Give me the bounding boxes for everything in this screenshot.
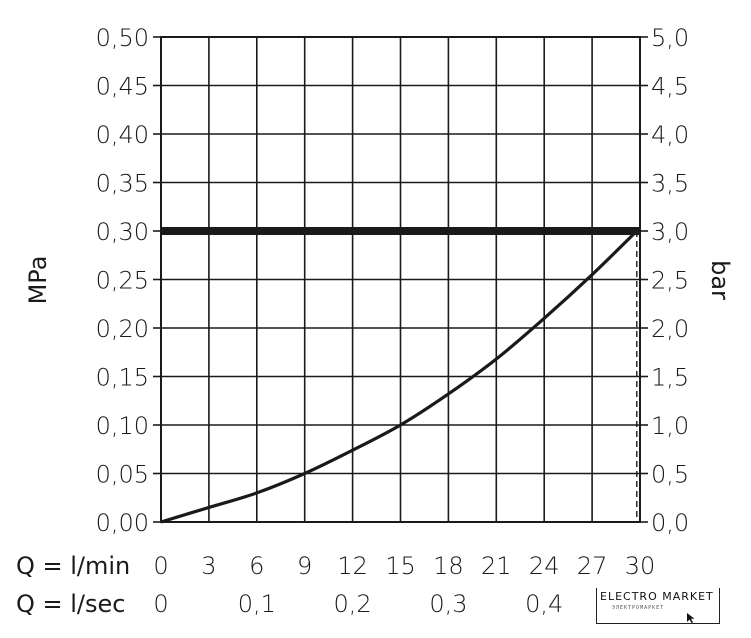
y-left-tick-label: 0,50	[96, 24, 149, 52]
x-lpm-tick-label: 15	[385, 552, 416, 580]
y-left-tick-label: 0,10	[96, 412, 149, 440]
x-lps-tick-labels: 0 0,1 0,2 0,3 0,4	[153, 590, 563, 618]
x-lpm-tick-label: 24	[529, 552, 560, 580]
logo-text: ELECTRO MARKET	[600, 590, 714, 603]
cursor-icon	[687, 613, 695, 623]
x-lps-tick-label: 0,4	[525, 590, 563, 618]
x-lpm-tick-label: 3	[201, 552, 216, 580]
y-left-tick-label: 0,35	[96, 170, 149, 198]
y-left-tick-label: 0,20	[96, 315, 149, 343]
x-lps-tick-label: 0,3	[429, 590, 467, 618]
y-right-tick-labels: 0,0 0,5 1,0 1,5 2,0 2,5 3,0 3,5 4,0 4,5 5,0	[651, 24, 689, 537]
electro-market-logo: ELECTRO MARKET ЭЛЕКТРОМАРКЕТ	[596, 576, 721, 626]
x-lps-tick-label: 0,1	[238, 590, 276, 618]
y-right-axis-title: bar	[706, 260, 734, 300]
y-right-tick-label: 5,0	[651, 24, 689, 52]
x-lpm-tick-label: 0	[153, 552, 168, 580]
y-left-axis-title: MPa	[24, 256, 52, 305]
x-lps-tick-label: 0	[153, 590, 168, 618]
x-lpm-tick-label: 18	[433, 552, 464, 580]
y-right-tick-label: 3,5	[651, 170, 689, 198]
logo-subtext: ЭЛЕКТРОМАРКЕТ	[612, 605, 665, 611]
x-lps-tick-label: 0,2	[334, 590, 372, 618]
x-lpm-tick-label: 27	[577, 552, 608, 580]
y-right-tick-label: 1,5	[651, 364, 689, 392]
y-right-tick-label: 4,0	[651, 121, 689, 149]
y-left-tick-label: 0,45	[96, 73, 149, 101]
y-left-tick-label: 0,40	[96, 121, 149, 149]
x-lpm-tick-label: 30	[625, 552, 656, 580]
y-right-tick-label: 3,0	[651, 218, 689, 246]
x-lpm-tick-label: 21	[481, 552, 512, 580]
y-right-tick-label: 4,5	[651, 73, 689, 101]
chart-grid	[153, 36, 648, 523]
x-label-lpm: Q = l/min	[16, 552, 130, 580]
x-lpm-tick-label: 6	[249, 552, 264, 580]
y-right-tick-label: 0,5	[651, 461, 689, 489]
y-left-tick-label: 0,00	[96, 509, 149, 537]
y-left-tick-label: 0,30	[96, 218, 149, 246]
x-lpm-tick-label: 12	[337, 552, 368, 580]
series-layer	[160, 229, 638, 524]
y-left-tick-labels: 0,00 0,05 0,10 0,15 0,20 0,25 0,30 0,35 0,40 0,45…	[96, 24, 149, 537]
y-right-tick-label: 0,0	[651, 509, 689, 537]
y-right-tick-label: 1,0	[651, 412, 689, 440]
y-left-tick-label: 0,25	[96, 267, 149, 295]
y-left-tick-label: 0,05	[96, 461, 149, 489]
x-label-lps: Q = l/sec	[16, 590, 125, 618]
plot-frame	[160, 36, 641, 523]
y-right-tick-label: 2,0	[651, 315, 689, 343]
y-right-tick-label: 2,5	[651, 267, 689, 295]
x-lpm-tick-label: 9	[297, 552, 312, 580]
logo-frame	[596, 588, 720, 624]
reference-lines	[161, 227, 640, 522]
y-left-tick-label: 0,15	[96, 364, 149, 392]
x-lpm-tick-labels: 0 3 6 9 12 15 18 21 24 27 30	[153, 552, 655, 580]
pressure-curve	[160, 229, 638, 524]
